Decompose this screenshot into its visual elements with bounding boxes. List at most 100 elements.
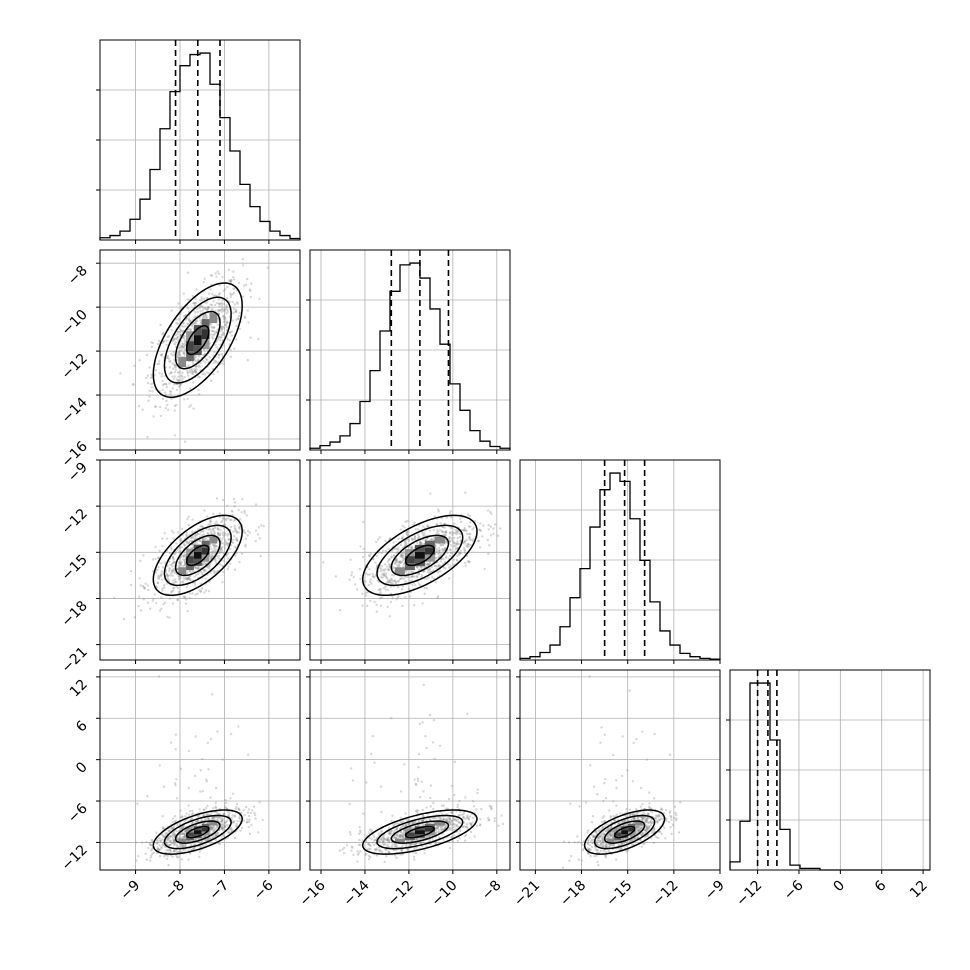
sample-point — [456, 559, 459, 562]
sample-point — [457, 551, 460, 554]
sample-point — [342, 851, 346, 855]
sample-point — [176, 354, 180, 357]
sample-point — [361, 839, 364, 842]
sample-point — [220, 539, 223, 542]
sample-point — [221, 331, 225, 334]
sample-point — [478, 546, 482, 549]
sample-point — [214, 330, 218, 333]
sample-point — [444, 530, 447, 534]
sample-point — [194, 567, 197, 570]
sample-point — [394, 843, 398, 847]
sample-point — [386, 579, 390, 582]
sample-point — [439, 543, 442, 547]
sample-point — [412, 855, 416, 858]
sample-point — [391, 844, 394, 847]
sample-point — [158, 764, 161, 767]
sample-point — [180, 329, 184, 333]
sample-point — [341, 848, 344, 851]
sample-point — [216, 532, 220, 535]
sample-point — [488, 818, 491, 822]
sample-point — [210, 532, 214, 536]
sample-point — [243, 813, 246, 817]
sample-point — [170, 371, 173, 374]
sample-point — [237, 725, 240, 728]
sample-point — [379, 839, 383, 842]
sample-point — [394, 582, 397, 585]
sample-point — [644, 830, 647, 834]
sample-point — [444, 531, 448, 534]
sample-point — [211, 292, 214, 296]
sample-point — [435, 522, 439, 526]
sample-point — [162, 835, 166, 839]
sample-point — [199, 582, 202, 585]
sample-point — [435, 817, 438, 820]
sample-point — [168, 848, 172, 852]
sample-point — [448, 817, 452, 820]
sample-point — [242, 808, 246, 812]
sample-point — [146, 584, 150, 587]
sample-point — [402, 551, 405, 555]
sample-point — [479, 529, 483, 533]
sample-point — [195, 534, 199, 537]
sample-point — [195, 837, 198, 840]
sample-point — [389, 581, 393, 585]
sample-point — [416, 533, 420, 536]
sample-point — [212, 817, 215, 820]
sample-point — [161, 827, 165, 830]
sample-point — [447, 566, 451, 569]
sample-point — [212, 829, 216, 832]
sample-point — [213, 294, 217, 297]
sample-point — [455, 554, 459, 557]
sample-point — [447, 797, 451, 801]
sample-point — [171, 574, 174, 578]
sample-point — [169, 393, 172, 396]
sample-point — [387, 836, 390, 839]
sample-point — [212, 294, 215, 298]
sample-point — [229, 827, 232, 830]
sample-point — [425, 577, 428, 581]
sample-point — [188, 320, 192, 324]
sample-point — [167, 844, 171, 847]
sample-point — [223, 823, 226, 826]
sample-point — [385, 837, 389, 840]
sample-point — [184, 843, 187, 847]
sample-point — [171, 569, 174, 572]
sample-point — [170, 843, 173, 846]
sample-point — [462, 529, 465, 532]
sample-point — [154, 545, 157, 549]
sample-point — [380, 837, 384, 840]
sample-point — [175, 580, 178, 584]
sample-point — [211, 826, 214, 829]
sample-point — [388, 832, 391, 835]
sample-point — [395, 559, 398, 563]
sample-point — [463, 839, 467, 842]
sample-point — [166, 837, 170, 840]
sample-point — [234, 310, 238, 313]
sample-point — [217, 335, 220, 339]
sample-point — [436, 825, 440, 829]
sample-point — [211, 555, 214, 558]
sample-point — [444, 567, 447, 570]
sample-point — [446, 816, 450, 820]
sample-point — [647, 827, 651, 830]
sample-point — [219, 547, 222, 550]
sample-point — [202, 306, 205, 309]
sample-point — [489, 534, 493, 537]
sample-point — [145, 858, 149, 861]
sample-point — [645, 818, 649, 821]
sample-point — [178, 371, 181, 374]
sample-point — [373, 576, 376, 579]
sample-point — [154, 405, 157, 408]
sample-point — [181, 845, 185, 848]
density-panel-p0-p3 — [96, 669, 301, 874]
sample-point — [186, 372, 190, 375]
sample-point — [222, 320, 226, 324]
sample-point — [166, 354, 170, 358]
sample-point — [440, 825, 443, 828]
sample-point — [247, 814, 251, 818]
sample-point — [376, 579, 379, 582]
sample-point — [386, 605, 389, 608]
sample-point — [235, 805, 238, 809]
sample-point — [181, 825, 185, 828]
sample-point — [471, 528, 474, 531]
